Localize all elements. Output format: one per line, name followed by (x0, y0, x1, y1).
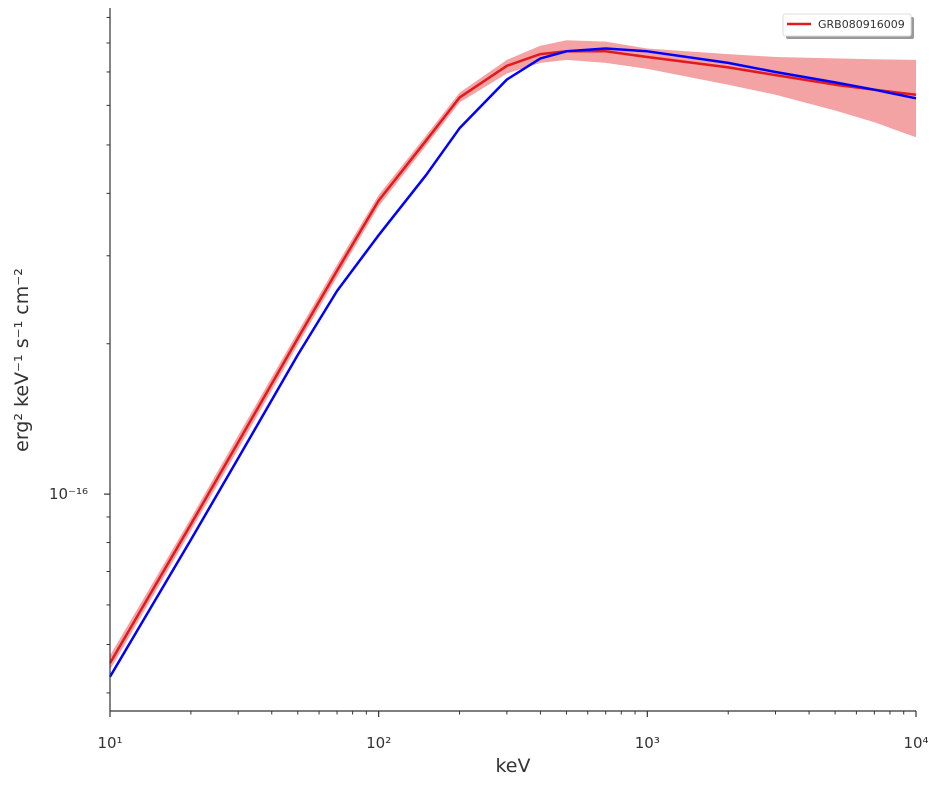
x-axis-label: keV (495, 755, 530, 777)
legend (782, 13, 912, 37)
x-tick-label: 10¹ (97, 734, 122, 752)
line (108, 47, 917, 678)
x-tick-label: 10⁴ (903, 734, 928, 752)
y-axis-label: erg² keV⁻¹ s⁻¹ cm⁻² (11, 268, 33, 452)
x-tick-label: 10² (366, 734, 391, 752)
line (108, 50, 917, 664)
legend-label: GRB080916009 (818, 18, 905, 31)
x-tick-label: 10³ (635, 734, 660, 752)
error-band (110, 40, 916, 670)
y-tick-label: 10⁻¹⁶ (49, 485, 88, 503)
